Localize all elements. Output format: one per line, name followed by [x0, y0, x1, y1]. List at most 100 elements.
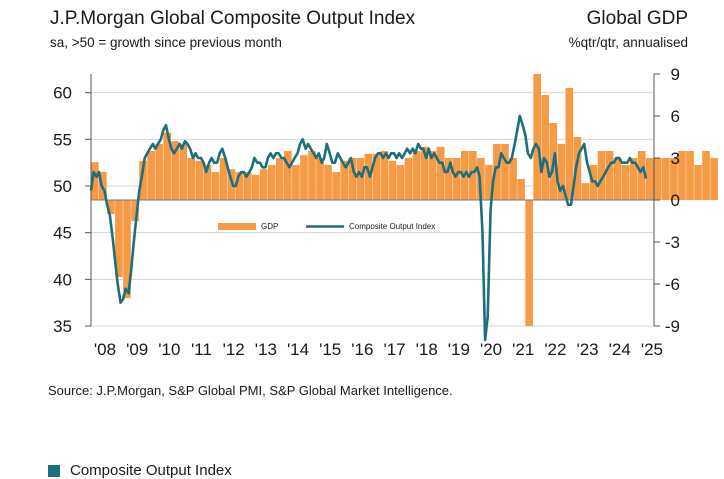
gdp-bar: [428, 151, 437, 200]
gdp-bar: [670, 158, 678, 200]
gdp-bar: [147, 151, 155, 200]
gdp-bar: [251, 174, 260, 200]
gdp-bar: [469, 151, 477, 200]
x-tick-label: '12: [223, 340, 245, 359]
source-note: Source: J.P.Morgan, S&P Global PMI, S&P …: [48, 383, 453, 398]
gdp-bar: [485, 165, 493, 200]
gdp-bar: [597, 151, 606, 200]
gdp-bar: [187, 158, 196, 200]
gdp-bar: [372, 153, 381, 200]
chart-title: J.P.Morgan Global Composite Output Index: [50, 8, 416, 29]
bottom-legend: Composite Output Index: [48, 462, 232, 479]
gdp-bar: [308, 151, 316, 200]
x-tick-label: '25: [641, 340, 663, 359]
gdp-bar: [259, 169, 268, 200]
gdp-bar: [493, 144, 501, 200]
right-tick-label: 6: [671, 107, 680, 126]
left-tick-label: 35: [53, 317, 72, 336]
gdp-bar: [163, 132, 172, 200]
right-tick-label: -6: [665, 275, 680, 294]
right-axis-subtitle: %qtr/qtr, annualised: [568, 35, 688, 50]
gdp-bar: [565, 88, 574, 200]
gdp-bar: [91, 162, 99, 200]
gdp-bar: [324, 165, 332, 200]
gdp-bar: [139, 160, 147, 200]
right-tick-label: 3: [671, 149, 680, 168]
gdp-bar: [396, 165, 405, 200]
gdp-bar: [501, 144, 509, 200]
bottom-legend-swatch: [48, 465, 60, 478]
legend-gdp-label: GDP: [261, 222, 278, 231]
gdp-bar: [332, 172, 340, 200]
composite-line: [89, 114, 648, 342]
x-tick-label: '16: [351, 340, 373, 359]
gdp-bar: [637, 151, 646, 200]
gdp-bar: [348, 158, 357, 200]
gdp-bar: [155, 144, 163, 200]
gdp-bar: [557, 144, 566, 200]
gdp-bar: [275, 158, 284, 200]
left-tick-label: 45: [53, 224, 72, 243]
gdp-bar: [541, 95, 550, 200]
gdp-bar: [292, 165, 300, 200]
gdp-bar: [412, 151, 421, 200]
gdp-bar: [509, 158, 517, 200]
gdp-bar: [195, 160, 204, 200]
bottom-legend-label: Composite Output Index: [70, 462, 232, 479]
x-tick-label: '19: [448, 340, 470, 359]
legend-composite-label: Composite Output Index: [349, 222, 435, 231]
gdp-bar: [300, 155, 308, 200]
gdp-bar: [284, 151, 292, 200]
gdp-bar: [267, 165, 276, 200]
legend-gdp-swatch: [218, 223, 256, 230]
gdp-bar: [444, 158, 453, 200]
left-tick-label: 55: [53, 130, 72, 149]
gdp-bar: [645, 158, 654, 200]
gdp-bar: [115, 200, 123, 277]
gdp-bar: [581, 183, 590, 200]
x-tick-label: '24: [609, 340, 631, 359]
x-tick-label: '20: [480, 340, 502, 359]
gdp-bar: [533, 74, 541, 200]
gdp-bar: [452, 158, 461, 200]
left-tick-label: 40: [53, 270, 72, 289]
x-tick-label: '14: [287, 340, 309, 359]
gdp-bar: [605, 151, 614, 200]
gdp-bar: [364, 153, 373, 200]
gdp-bar: [123, 200, 131, 298]
gdp-bar: [131, 200, 139, 221]
x-tick-label: '10: [158, 340, 180, 359]
gdp-bar: [613, 158, 622, 200]
gdp-bar: [340, 160, 348, 200]
gdp-bar: [171, 141, 180, 200]
right-tick-label: 9: [671, 65, 680, 84]
gdp-bar: [621, 165, 630, 200]
left-tick-label: 60: [53, 84, 72, 103]
gdp-bar: [678, 151, 686, 200]
gdp-bar: [380, 151, 389, 200]
gdp-bar: [107, 200, 115, 214]
right-tick-label: 0: [671, 191, 680, 210]
x-tick-label: '23: [576, 340, 598, 359]
gdp-bar: [235, 172, 244, 200]
gdp-bar: [702, 151, 710, 200]
x-tick-label: '13: [255, 340, 277, 359]
gdp-bar: [694, 165, 702, 200]
left-tick-label: 50: [53, 177, 72, 196]
x-tick-label: '17: [383, 340, 405, 359]
gdp-bar: [219, 158, 228, 200]
x-tick-label: '18: [416, 340, 438, 359]
gdp-bar: [404, 158, 413, 200]
gdp-bar: [436, 146, 445, 200]
gdp-bar: [388, 160, 397, 200]
gdp-bar: [710, 158, 718, 200]
x-tick-label: '09: [126, 340, 148, 359]
x-tick-label: '22: [544, 340, 566, 359]
gdp-bar: [517, 179, 525, 200]
x-tick-label: '15: [319, 340, 341, 359]
x-tick-label: '08: [94, 340, 116, 359]
right-tick-label: -3: [665, 233, 680, 252]
gdp-bar: [573, 137, 582, 200]
gdp-bar: [662, 158, 670, 200]
x-tick-label: '11: [191, 340, 212, 359]
